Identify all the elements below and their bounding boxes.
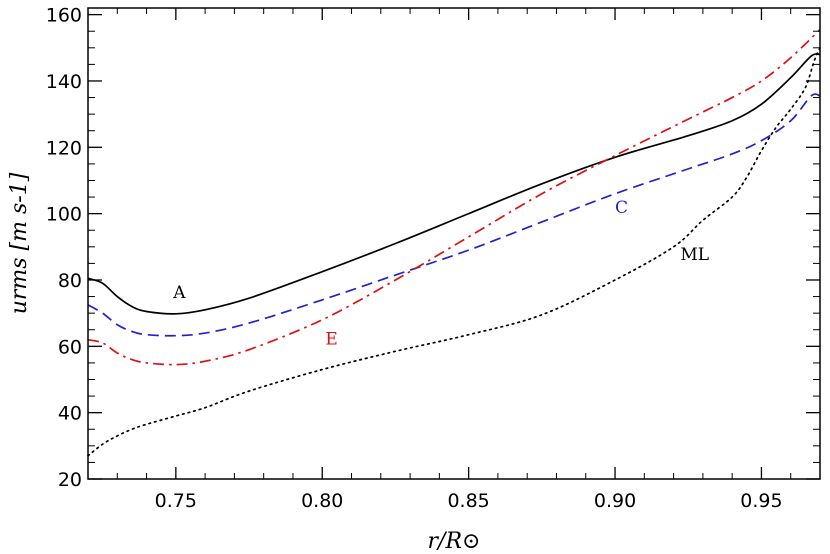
y-axis-label: urms [m s-1]: [7, 172, 32, 314]
x-tick-label: 0.85: [447, 490, 489, 512]
series-label-c: C: [615, 198, 628, 218]
series-label-a: A: [172, 283, 186, 303]
y-tick-label: 80: [58, 270, 82, 292]
series-layer: [87, 28, 821, 457]
y-tick-label: 120: [46, 137, 82, 159]
series-label-ml: ML: [680, 245, 709, 265]
x-tick-label: 0.75: [155, 490, 197, 512]
y-tick-label: 20: [58, 469, 82, 491]
y-tick-label: 40: [58, 403, 82, 425]
series-line-a: [87, 53, 821, 315]
x-axis-label: r/R⊙: [428, 529, 481, 554]
series-line-ml: [87, 46, 821, 457]
y-tick-label: 140: [46, 71, 82, 93]
x-axis: 0.75 0.80 0.85 0.90 0.95: [87, 8, 821, 512]
series-line-c: [87, 93, 821, 337]
y-tick-label: 160: [46, 5, 82, 27]
series-line-e: [87, 28, 821, 366]
y-tick-label: 100: [46, 204, 82, 226]
x-tick-label: 0.95: [740, 490, 782, 512]
series-label-e: E: [325, 330, 337, 350]
y-tick-label: 60: [58, 336, 82, 358]
x-tick-label: 0.80: [301, 490, 343, 512]
plot-frame: [87, 7, 821, 480]
y-axis: 20 40 60 80 100 120 140 160: [46, 5, 820, 491]
x-tick-label: 0.90: [594, 490, 636, 512]
annotation-layer: A C E ML: [172, 198, 709, 350]
